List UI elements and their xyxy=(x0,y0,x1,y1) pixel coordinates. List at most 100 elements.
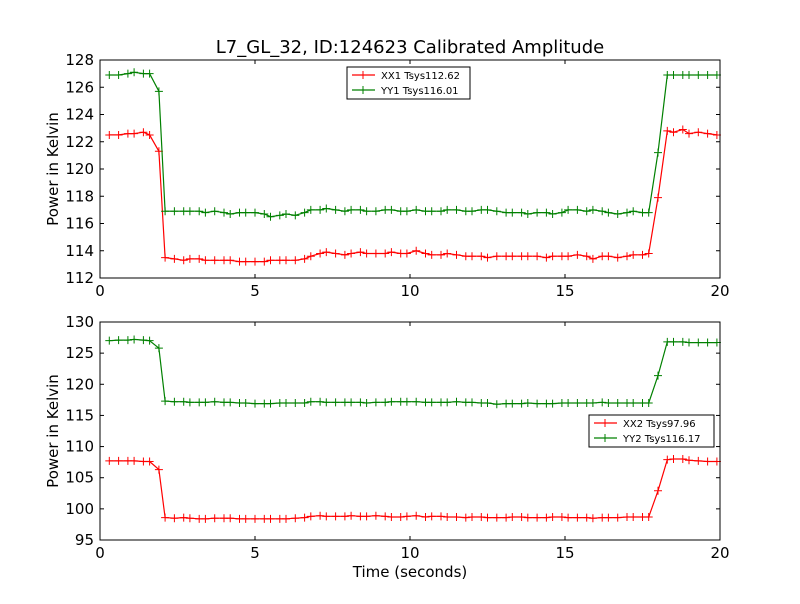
data-point xyxy=(694,70,703,79)
data-point xyxy=(306,205,315,214)
data-point xyxy=(573,398,582,407)
top-panel: 0 5 10 15 20 112 114 116 118 120 122 124 126 128 Power… xyxy=(44,51,730,300)
data-point xyxy=(226,256,235,265)
data-point xyxy=(443,205,452,214)
data-point xyxy=(412,397,421,406)
data-point xyxy=(402,512,411,521)
data-point xyxy=(241,514,250,523)
data-point xyxy=(282,256,290,265)
data-point xyxy=(201,256,210,265)
data-point xyxy=(421,512,430,521)
legend-box xyxy=(346,66,471,100)
x-tick-label: 10 xyxy=(400,282,419,300)
data-point xyxy=(179,397,188,406)
y-tick-label: 128 xyxy=(65,51,94,69)
data-point xyxy=(588,254,597,263)
y-axis-label: Power in Kelvin xyxy=(44,374,62,488)
data-point xyxy=(291,514,300,523)
data-point xyxy=(282,209,290,218)
data-point xyxy=(523,209,532,218)
data-point xyxy=(477,252,486,261)
data-point xyxy=(604,513,613,522)
y-axis-label: Power in Kelvin xyxy=(44,112,62,226)
data-point xyxy=(468,512,476,521)
data-point xyxy=(170,207,179,216)
bottom-panel: 0 5 10 15 20 95 100 105 110 115 120 125 130 Power in … xyxy=(44,313,730,562)
data-point xyxy=(678,337,687,346)
data-point xyxy=(210,207,219,216)
data-point xyxy=(387,205,396,214)
data-point xyxy=(251,399,259,408)
data-point xyxy=(604,208,613,217)
data-point xyxy=(613,398,622,407)
data-point xyxy=(316,397,325,406)
y-tick-label: 100 xyxy=(65,500,94,518)
data-point xyxy=(669,70,678,79)
data-point xyxy=(644,512,653,521)
data-point xyxy=(703,129,712,138)
x-tick-label: 20 xyxy=(710,544,729,562)
data-point xyxy=(154,465,163,474)
data-point xyxy=(678,125,687,134)
data-point xyxy=(251,208,259,217)
data-point xyxy=(703,70,712,79)
data-point xyxy=(483,253,492,262)
data-point xyxy=(266,399,275,408)
data-point xyxy=(210,256,219,265)
data-point xyxy=(402,249,411,258)
data-point xyxy=(533,252,542,261)
data-point xyxy=(340,207,349,216)
data-point xyxy=(161,397,170,406)
data-point xyxy=(492,207,501,216)
data-point xyxy=(179,256,188,265)
data-point xyxy=(201,208,210,217)
y-tick-label: 105 xyxy=(65,469,94,487)
data-point xyxy=(573,205,582,214)
data-point xyxy=(483,398,492,407)
data-point xyxy=(381,249,390,258)
data-point xyxy=(306,512,315,521)
data-point xyxy=(644,398,653,407)
y-tick-label: 125 xyxy=(65,344,94,362)
data-point xyxy=(623,208,631,217)
data-point xyxy=(371,207,380,216)
legend-marker xyxy=(601,434,609,442)
data-point xyxy=(427,250,436,259)
data-point xyxy=(291,256,300,265)
x-tick-label: 10 xyxy=(400,544,419,562)
series-line xyxy=(109,458,717,520)
data-point xyxy=(362,398,371,407)
data-point xyxy=(316,205,325,214)
data-point xyxy=(452,250,461,259)
y-tick-label: 126 xyxy=(65,78,94,96)
data-point xyxy=(629,398,638,407)
data-point xyxy=(195,254,204,263)
legend-label: YY2 Tsys116.17 xyxy=(622,434,701,445)
data-point xyxy=(443,512,452,521)
data-point xyxy=(427,207,436,216)
series-line xyxy=(109,128,717,263)
data-point xyxy=(266,514,275,523)
data-point xyxy=(468,207,476,216)
data-point xyxy=(654,371,662,380)
data-point xyxy=(161,253,170,262)
y-tick-label: 95 xyxy=(75,531,94,549)
data-point xyxy=(644,208,653,217)
data-point xyxy=(371,249,380,258)
data-point xyxy=(170,254,179,263)
data-point xyxy=(669,337,678,346)
data-point xyxy=(613,253,622,262)
x-tick-label: 0 xyxy=(95,282,105,300)
y-tick-label: 120 xyxy=(65,375,94,393)
y-tick-label: 118 xyxy=(65,187,94,205)
data-point xyxy=(362,207,371,216)
data-point xyxy=(582,252,591,261)
data-point xyxy=(114,130,123,139)
data-point xyxy=(703,338,712,347)
data-point xyxy=(564,513,573,522)
data-point xyxy=(260,257,269,266)
data-point xyxy=(226,209,235,218)
data-point xyxy=(241,398,250,407)
data-point xyxy=(130,129,139,138)
